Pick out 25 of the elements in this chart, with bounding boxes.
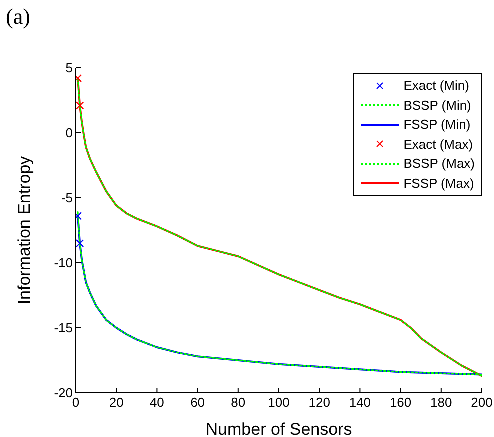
- x-tick-label: 140: [349, 395, 372, 410]
- legend-label: FSSP (Min): [404, 116, 471, 134]
- y-tick-label: 0: [66, 126, 73, 141]
- legend-label: BSSP (Min): [404, 96, 472, 115]
- y-axis-title: Information Entropy: [15, 156, 34, 305]
- x-tick-label: 180: [430, 395, 452, 410]
- x-axis-title: Number of Sensors: [206, 420, 352, 437]
- legend-label: FSSP (Max): [404, 174, 474, 193]
- y-tick-label: -10: [54, 256, 73, 271]
- x-tick-label: 160: [390, 395, 412, 410]
- x-tick-label: 100: [268, 395, 290, 410]
- text: (a): [6, 4, 30, 30]
- x-tick-label: 40: [150, 395, 164, 410]
- y-tick-label: -15: [54, 320, 73, 336]
- legend-label: Exact (Min): [404, 77, 470, 95]
- y-tick-label: -20: [54, 386, 73, 401]
- y-tick-label: -5: [61, 190, 73, 206]
- x-tick-label: 80: [231, 395, 246, 410]
- legend-label: Exact (Max): [404, 136, 474, 154]
- x-tick-label: 120: [308, 395, 330, 410]
- y-tick-label: 5: [66, 60, 73, 76]
- x-tick-label: 60: [190, 395, 206, 410]
- x-tick-label: 200: [471, 395, 493, 410]
- legend-label: BSSP (Max): [404, 155, 475, 173]
- x-tick-label: 20: [109, 395, 124, 410]
